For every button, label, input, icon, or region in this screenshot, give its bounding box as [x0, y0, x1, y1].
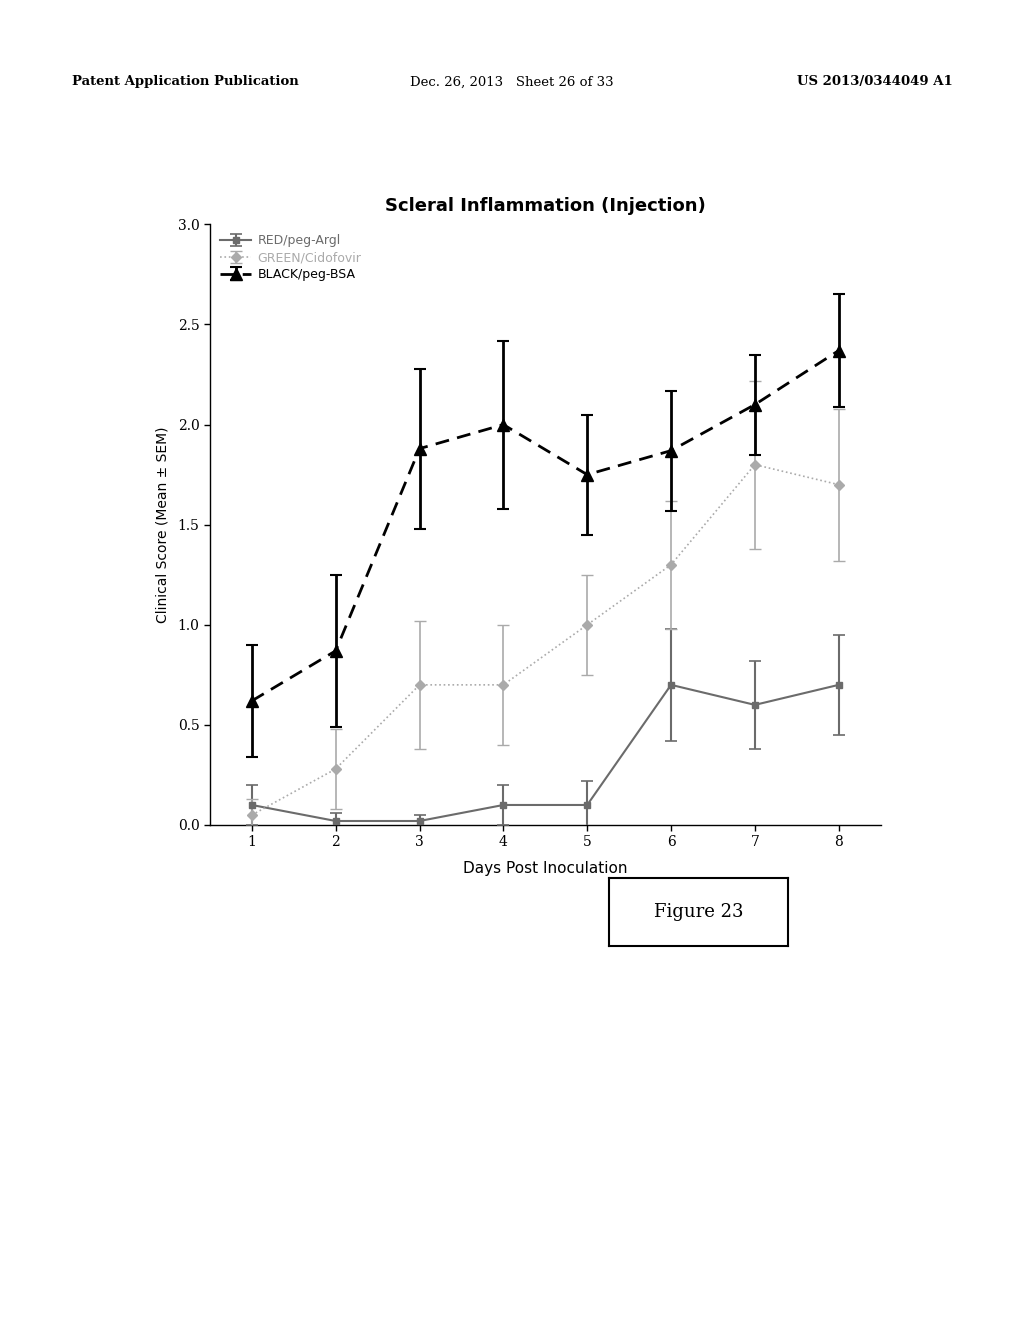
Text: US 2013/0344049 A1: US 2013/0344049 A1: [797, 75, 952, 88]
Y-axis label: Clinical Score (Mean ± SEM): Clinical Score (Mean ± SEM): [156, 426, 169, 623]
Title: Scleral Inflammation (Injection): Scleral Inflammation (Injection): [385, 197, 706, 215]
Text: Figure 23: Figure 23: [654, 903, 743, 921]
X-axis label: Days Post Inoculation: Days Post Inoculation: [463, 861, 628, 875]
Text: Dec. 26, 2013   Sheet 26 of 33: Dec. 26, 2013 Sheet 26 of 33: [410, 75, 613, 88]
Legend: RED/peg-Argl, GREEN/Cidofovir, BLACK/peg-BSA: RED/peg-Argl, GREEN/Cidofovir, BLACK/peg…: [216, 231, 365, 285]
Text: Patent Application Publication: Patent Application Publication: [72, 75, 298, 88]
